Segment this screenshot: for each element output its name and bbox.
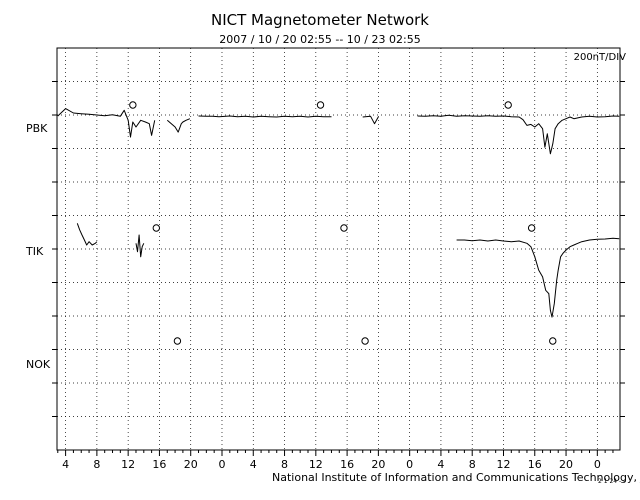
midnight-marker — [549, 337, 557, 345]
midnight-marker — [527, 224, 536, 232]
x-tick-label: 12 — [309, 458, 323, 471]
axis-ticks — [52, 81, 625, 456]
midnight-markers — [129, 101, 557, 345]
x-tick-label: 8 — [281, 458, 288, 471]
midnight-marker — [316, 101, 325, 109]
x-tick-label: 16 — [340, 458, 354, 471]
x-tick-label: 0 — [594, 458, 601, 471]
corner-code: 2 1 24 - - — [598, 478, 626, 485]
x-tick-label: 12 — [496, 458, 510, 471]
x-tick-labels: 4 8 12 16 20 0 4 8 12 16 20 0 4 8 12 16 20 0 — [62, 458, 601, 471]
x-tick-label: 12 — [121, 458, 135, 471]
x-tick-label: 0 — [218, 458, 225, 471]
midnight-marker — [340, 224, 348, 232]
scale-label: 200nT/DIV — [573, 52, 626, 63]
trace-tik — [76, 223, 620, 318]
midnight-marker — [173, 337, 182, 345]
traces — [57, 108, 620, 318]
footer-credit: National Institute of Information and Co… — [272, 471, 640, 484]
x-tick-label: 20 — [559, 458, 573, 471]
station-labels: PBK TIK NOK — [25, 122, 51, 371]
grid — [57, 48, 620, 450]
x-tick-label: 8 — [93, 458, 100, 471]
x-tick-label: 16 — [528, 458, 542, 471]
x-tick-label: 20 — [184, 458, 198, 471]
midnight-marker — [361, 337, 369, 345]
midnight-marker — [129, 101, 137, 109]
midnight-marker — [504, 101, 512, 109]
midnight-marker — [152, 224, 161, 232]
station-label: NOK — [26, 358, 51, 371]
x-tick-label: 4 — [62, 458, 69, 471]
x-tick-label: 4 — [437, 458, 444, 471]
x-tick-label: 20 — [371, 458, 385, 471]
trace-pbk — [57, 108, 620, 155]
x-tick-label: 8 — [469, 458, 476, 471]
chart-subtitle: 2007 / 10 / 20 02:55 -- 10 / 23 02:55 — [219, 33, 421, 46]
chart-title: NICT Magnetometer Network — [210, 11, 429, 29]
x-tick-label: 0 — [406, 458, 413, 471]
x-tick-label: 4 — [250, 458, 257, 471]
station-label: TIK — [25, 245, 44, 258]
x-tick-label: 16 — [152, 458, 166, 471]
station-label: PBK — [26, 122, 48, 135]
